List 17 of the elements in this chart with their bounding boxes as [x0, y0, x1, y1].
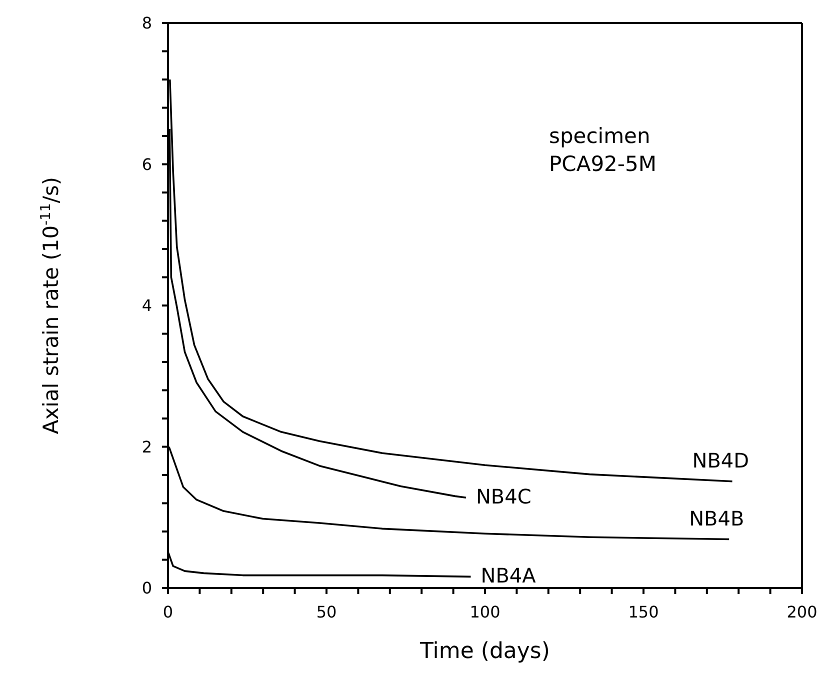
x-tick-label: 200 — [786, 602, 818, 622]
x-tick-label: 0 — [162, 602, 174, 622]
x-tick-label: 150 — [628, 602, 659, 622]
x-tick-label: 100 — [470, 602, 500, 622]
x-tick-label: 50 — [316, 602, 337, 622]
y-tick-label: 8 — [142, 14, 152, 33]
annotation: specimen — [549, 123, 652, 150]
series-label: NB4C — [476, 484, 532, 509]
series-label: NB4D — [692, 448, 750, 472]
y-tick-label: 6 — [142, 154, 152, 174]
y-tick-label: 4 — [142, 296, 152, 316]
annotation: PCA92-5M — [549, 151, 656, 178]
series-label: NB4A — [480, 564, 536, 588]
y-tick-label: 2 — [142, 437, 152, 456]
y-tick-label: 0 — [142, 578, 152, 598]
x-axis-title: Time (days) — [419, 639, 550, 664]
series-label: NB4B — [689, 506, 744, 530]
